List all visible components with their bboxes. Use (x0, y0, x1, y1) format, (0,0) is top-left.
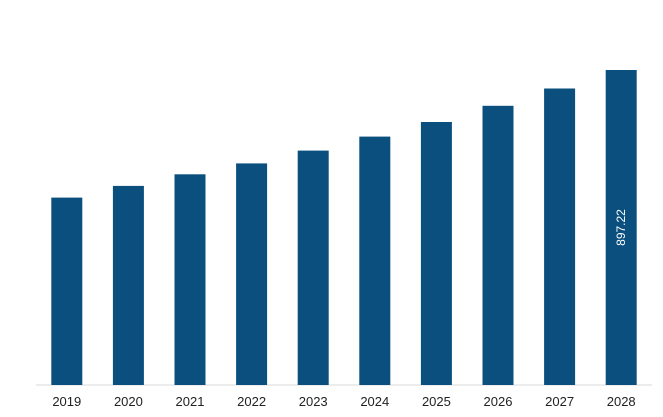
bar-2020 (112, 185, 144, 385)
x-tick-label-2028: 2028 (607, 394, 636, 409)
x-tick-label-2022: 2022 (237, 394, 266, 409)
bar-2023 (297, 150, 329, 385)
x-tick-label-2026: 2026 (484, 394, 513, 409)
bar-2025 (420, 122, 452, 385)
bar-2026 (482, 105, 514, 386)
data-label-2028: 897.22 (614, 209, 628, 246)
data-labels: 897.22 (614, 209, 628, 246)
x-tick-label-2020: 2020 (114, 394, 143, 409)
bar-2019 (51, 197, 83, 385)
x-tick-labels: 2019 2020 2021 2022 2023 2024 2025 2026 2027 2028 (52, 394, 635, 409)
x-tick-label-2021: 2021 (176, 394, 205, 409)
bar-2027 (544, 88, 576, 385)
x-tick-label-2025: 2025 (422, 394, 451, 409)
bar-2028 (605, 70, 637, 385)
x-tick-label-2023: 2023 (299, 394, 328, 409)
x-tick-label-2024: 2024 (360, 394, 389, 409)
bar-2021 (174, 174, 206, 385)
bars-group (51, 70, 637, 386)
bar-2024 (359, 136, 391, 385)
bar-2022 (236, 163, 268, 385)
x-tick-label-2027: 2027 (545, 394, 574, 409)
x-tick-label-2019: 2019 (52, 394, 81, 409)
